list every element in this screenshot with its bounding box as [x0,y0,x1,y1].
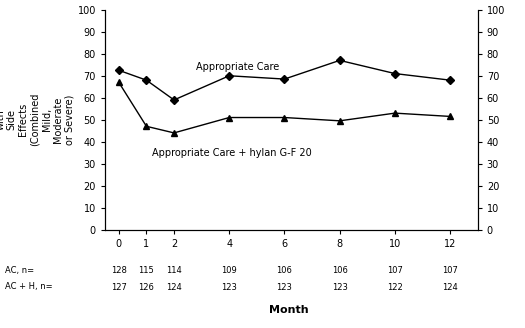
Text: Appropriate Care: Appropriate Care [196,62,279,72]
Text: 124: 124 [166,282,182,292]
Text: 106: 106 [332,266,348,275]
Text: AC + H, n=: AC + H, n= [5,282,53,292]
Text: Month: Month [269,305,309,315]
Text: 107: 107 [387,266,403,275]
Y-axis label: Percent of
Patients
with
Side
Effects
(Combined
Mild,
Moderate
or Severe): Percent of Patients with Side Effects (C… [0,93,75,146]
Text: 107: 107 [442,266,458,275]
Text: 126: 126 [139,282,154,292]
Text: 109: 109 [222,266,237,275]
Text: 128: 128 [111,266,127,275]
Text: 127: 127 [111,282,127,292]
Text: 122: 122 [387,282,403,292]
Text: 114: 114 [166,266,182,275]
Text: 123: 123 [332,282,348,292]
Text: Appropriate Care + hylan G-F 20: Appropriate Care + hylan G-F 20 [152,148,312,158]
Text: 123: 123 [222,282,237,292]
Text: 115: 115 [139,266,154,275]
Text: 106: 106 [277,266,292,275]
Text: AC, n=: AC, n= [5,266,34,275]
Text: 124: 124 [442,282,458,292]
Text: 123: 123 [277,282,292,292]
